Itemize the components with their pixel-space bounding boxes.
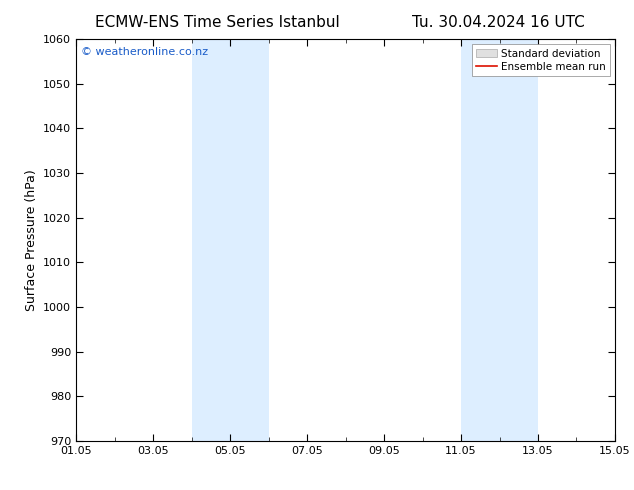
Y-axis label: Surface Pressure (hPa): Surface Pressure (hPa): [25, 169, 37, 311]
Legend: Standard deviation, Ensemble mean run: Standard deviation, Ensemble mean run: [472, 45, 610, 76]
Text: © weatheronline.co.nz: © weatheronline.co.nz: [81, 47, 209, 57]
Text: ECMW-ENS Time Series Istanbul: ECMW-ENS Time Series Istanbul: [95, 15, 340, 30]
Bar: [461, 39, 538, 441]
Bar: [191, 39, 269, 441]
Text: Tu. 30.04.2024 16 UTC: Tu. 30.04.2024 16 UTC: [412, 15, 585, 30]
